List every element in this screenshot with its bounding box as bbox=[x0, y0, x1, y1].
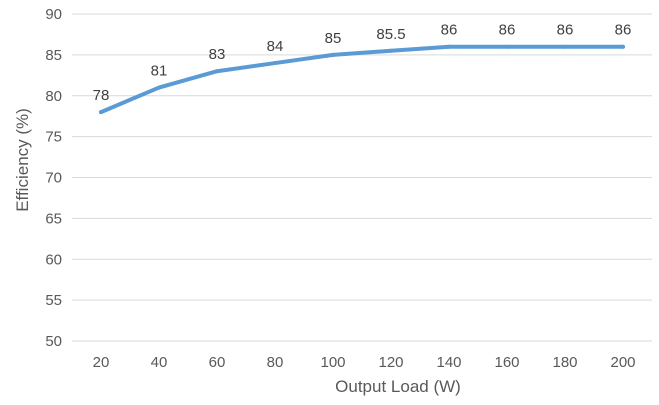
gridlines bbox=[72, 13, 652, 342]
data-point bbox=[505, 44, 509, 49]
series-line bbox=[99, 44, 625, 115]
data-point bbox=[215, 69, 219, 74]
x-tick-label: 160 bbox=[494, 354, 519, 371]
data-label: 86 bbox=[441, 22, 458, 39]
data-label: 85 bbox=[325, 30, 342, 47]
data-label: 86 bbox=[615, 22, 632, 39]
data-point bbox=[331, 52, 335, 57]
data-label: 83 bbox=[209, 46, 226, 63]
y-tick-label: 50 bbox=[45, 333, 62, 350]
data-label: 84 bbox=[267, 38, 284, 55]
data-label: 78 bbox=[93, 87, 110, 104]
data-point bbox=[157, 85, 161, 90]
x-tick-label: 60 bbox=[209, 354, 226, 371]
x-axis-title: Output Load (W) bbox=[335, 377, 461, 396]
data-label: 86 bbox=[557, 22, 574, 39]
data-point bbox=[389, 48, 393, 53]
data-label: 86 bbox=[499, 22, 516, 39]
y-tick-label: 75 bbox=[45, 129, 62, 146]
x-tick-label: 180 bbox=[552, 354, 577, 371]
series-layer bbox=[99, 44, 625, 115]
data-point bbox=[563, 44, 567, 49]
data-point bbox=[99, 110, 103, 115]
y-tick-label: 60 bbox=[45, 251, 62, 268]
y-tick-label: 80 bbox=[45, 88, 62, 105]
x-tick-label: 100 bbox=[320, 354, 345, 371]
data-labels: 78 81 83 84 85 85.5 86 86 86 86 bbox=[93, 22, 632, 104]
x-tick-label: 140 bbox=[436, 354, 461, 371]
y-tick-label: 85 bbox=[45, 47, 62, 64]
x-axis-tick-labels: 20 40 60 80 100 120 140 160 180 200 bbox=[93, 354, 636, 371]
y-tick-label: 90 bbox=[45, 6, 62, 23]
x-tick-label: 20 bbox=[93, 354, 110, 371]
data-point bbox=[447, 44, 451, 49]
x-tick-label: 80 bbox=[267, 354, 284, 371]
y-axis-tick-labels: 50 55 60 65 70 75 80 85 90 bbox=[45, 6, 62, 350]
x-tick-label: 120 bbox=[378, 354, 403, 371]
x-tick-label: 200 bbox=[610, 354, 635, 371]
data-point bbox=[273, 61, 277, 66]
x-tick-label: 40 bbox=[151, 354, 168, 371]
y-tick-label: 70 bbox=[45, 170, 62, 187]
y-axis-title: Efficiency (%) bbox=[13, 108, 32, 212]
data-point bbox=[621, 44, 625, 49]
y-tick-label: 65 bbox=[45, 210, 62, 227]
y-tick-label: 55 bbox=[45, 292, 62, 309]
data-label: 81 bbox=[151, 63, 168, 80]
data-label: 85.5 bbox=[376, 26, 405, 43]
